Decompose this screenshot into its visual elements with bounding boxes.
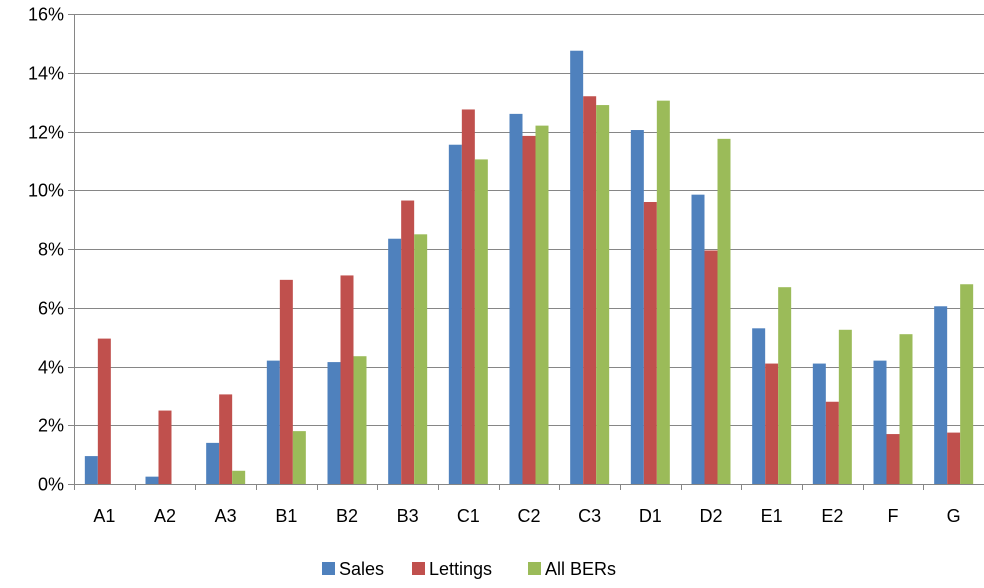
x-tick-label: C3 <box>578 506 601 526</box>
bar-all-bers-f <box>899 334 913 484</box>
bar-sales-a2 <box>145 476 159 484</box>
x-tick-label: A3 <box>215 506 237 526</box>
bar-sales-c2 <box>509 113 523 484</box>
y-tick-label: 10% <box>28 181 64 201</box>
legend: Sales Lettings All BERs <box>322 559 616 579</box>
bar-sales-e1 <box>752 328 766 484</box>
y-tick-label: 12% <box>28 123 64 143</box>
y-tick-labels: 0% 2% 4% 6% 8% 10% 12% 14% 16% <box>28 5 64 495</box>
bar-sales-g <box>934 306 948 484</box>
y-tick-label: 2% <box>38 416 64 436</box>
x-tick-label: D2 <box>699 506 722 526</box>
legend-swatch-sales <box>322 562 335 575</box>
x-tick-label: F <box>888 506 899 526</box>
bar-all-bers-b1 <box>292 431 306 484</box>
bar-sales-d1 <box>630 130 644 484</box>
x-tick-label: E1 <box>761 506 783 526</box>
bar-all-bers-d2 <box>717 138 731 484</box>
bar-all-bers-b2 <box>353 356 367 484</box>
y-tick-label: 16% <box>28 5 64 25</box>
legend-swatch-all-bers <box>528 562 541 575</box>
bar-lettings-c2 <box>522 135 536 484</box>
bar-sales-c1 <box>448 144 462 484</box>
bar-sales-a1 <box>84 456 98 484</box>
bar-lettings-a2 <box>158 410 172 484</box>
x-tick-label: B3 <box>397 506 419 526</box>
bar-all-bers-d1 <box>656 100 670 484</box>
bar-all-bers-g <box>960 284 974 484</box>
x-tick-label: A1 <box>93 506 115 526</box>
x-tick-label: E2 <box>821 506 843 526</box>
bar-lettings-d1 <box>643 202 657 484</box>
legend-label-lettings: Lettings <box>429 559 492 579</box>
x-tick-label: C1 <box>457 506 480 526</box>
bar-all-bers-c1 <box>474 159 488 484</box>
bar-sales-b1 <box>266 360 280 484</box>
bar-lettings-a3 <box>219 394 233 484</box>
x-tick-label: G <box>947 506 961 526</box>
bar-all-bers-e2 <box>838 329 852 484</box>
bar-all-bers-c2 <box>535 125 549 484</box>
legend-swatch-lettings <box>412 562 425 575</box>
x-tick-label: B2 <box>336 506 358 526</box>
bar-sales-c3 <box>570 50 584 484</box>
bar-sales-b3 <box>388 238 402 484</box>
x-tick-label: A2 <box>154 506 176 526</box>
y-tick-label: 6% <box>38 299 64 319</box>
y-tick-label: 4% <box>38 358 64 378</box>
legend-label-sales: Sales <box>339 559 384 579</box>
y-tick-label: 0% <box>38 475 64 495</box>
bar-lettings-e2 <box>825 401 839 484</box>
bar-lettings-c3 <box>583 96 597 484</box>
bar-sales-d2 <box>691 194 705 484</box>
bar-all-bers-b3 <box>414 234 428 484</box>
bar-lettings-c1 <box>461 109 475 484</box>
bars <box>84 50 974 484</box>
axes <box>68 14 984 490</box>
bar-lettings-e1 <box>765 363 779 484</box>
bar-all-bers-e1 <box>778 287 792 484</box>
legend-label-all-bers: All BERs <box>545 559 616 579</box>
bar-sales-e2 <box>812 363 826 484</box>
bar-lettings-a1 <box>97 338 111 484</box>
bar-sales-a3 <box>206 442 220 484</box>
bar-sales-b2 <box>327 362 341 484</box>
bar-lettings-g <box>947 432 961 484</box>
y-tick-label: 14% <box>28 64 64 84</box>
bar-all-bers-a3 <box>232 470 246 484</box>
bar-sales-f <box>873 360 887 484</box>
bar-lettings-b1 <box>279 279 293 484</box>
bar-lettings-d2 <box>704 250 718 484</box>
y-tick-label: 8% <box>38 240 64 260</box>
bar-lettings-b3 <box>401 200 415 484</box>
bar-lettings-b2 <box>340 275 354 484</box>
x-tick-labels: A1 A2 A3 B1 B2 B3 C1 C2 C3 D1 D2 E1 E2 F G <box>93 506 960 526</box>
x-tick-label: D1 <box>639 506 662 526</box>
x-tick-label: C2 <box>517 506 540 526</box>
bar-lettings-f <box>886 434 900 484</box>
x-tick-label: B1 <box>275 506 297 526</box>
bar-all-bers-c3 <box>596 105 610 484</box>
